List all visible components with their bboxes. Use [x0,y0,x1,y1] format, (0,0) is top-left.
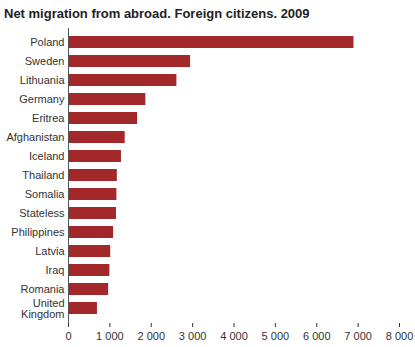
svg-text:6 000: 6 000 [303,330,331,342]
svg-text:Sweden: Sweden [25,55,65,67]
svg-text:Lithuania: Lithuania [20,74,66,86]
svg-text:Afghanistan: Afghanistan [6,131,64,143]
svg-text:3 000: 3 000 [179,330,207,342]
svg-text:UnitedKingdom: UnitedKingdom [21,297,64,320]
svg-text:5 000: 5 000 [262,330,290,342]
svg-text:Philippines: Philippines [11,226,65,238]
svg-text:7 000: 7 000 [344,330,372,342]
svg-text:Romania: Romania [20,283,65,295]
svg-text:Eritrea: Eritrea [32,112,65,124]
svg-text:1 000: 1 000 [96,330,124,342]
svg-text:Stateless: Stateless [19,207,65,219]
svg-text:Thailand: Thailand [22,169,64,181]
svg-text:Iceland: Iceland [29,150,64,162]
svg-text:8 000: 8 000 [386,330,414,342]
svg-text:2 000: 2 000 [137,330,165,342]
svg-text:Poland: Poland [30,36,64,48]
svg-text:Germany: Germany [19,93,65,105]
svg-text:4 000: 4 000 [220,330,248,342]
html-text:Net migration from abroad. For: Net migration from abroad. Foreign citiz… [4,6,310,21]
svg-text:Somalia: Somalia [25,188,66,200]
svg-text:Latvia: Latvia [35,245,65,257]
svg-text:0: 0 [65,330,71,342]
svg-text:Iraq: Iraq [46,264,65,276]
